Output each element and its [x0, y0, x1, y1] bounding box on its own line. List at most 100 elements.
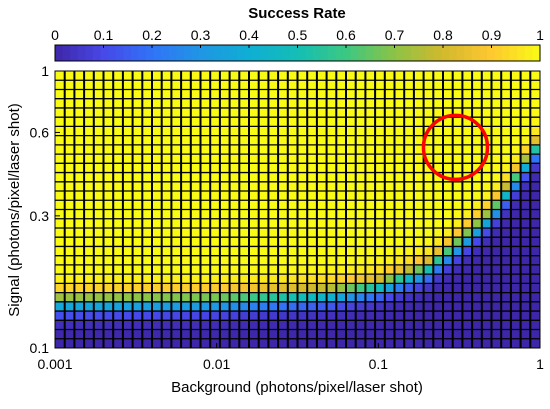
colorbar-segment: [380, 45, 390, 61]
heatmap-cell: [229, 283, 240, 293]
heatmap-cell: [384, 191, 395, 201]
heatmap-cell: [181, 172, 192, 183]
heatmap-cell: [510, 218, 521, 229]
colorbar-segment: [252, 45, 261, 61]
heatmap-cell: [365, 311, 376, 321]
heatmap-cell: [297, 154, 308, 164]
heatmap-cell: [181, 209, 192, 220]
heatmap-cell: [229, 246, 240, 257]
colorbar-segment: [85, 45, 94, 61]
heatmap-cell: [462, 283, 473, 293]
heatmap-cell: [103, 311, 114, 321]
heatmap-cell: [297, 98, 308, 109]
heatmap-cell: [384, 283, 395, 293]
heatmap-cell: [355, 237, 366, 247]
heatmap-cell: [258, 98, 269, 109]
heatmap-cell: [365, 227, 376, 238]
heatmap-cell: [510, 135, 521, 146]
heatmap-cell: [384, 218, 395, 229]
heatmap-cell: [481, 237, 492, 247]
heatmap-cell: [336, 301, 347, 312]
colorbar-segment: [70, 45, 79, 61]
heatmap-cell: [462, 163, 473, 173]
heatmap-cell: [384, 320, 395, 330]
heatmap-cell: [190, 107, 201, 118]
heatmap-cell: [113, 154, 124, 164]
colorbar-segment: [153, 45, 162, 61]
heatmap-cell: [113, 227, 124, 238]
heatmap-cell: [404, 117, 415, 127]
heatmap-cell: [132, 227, 143, 238]
heatmap-cell: [74, 163, 85, 173]
heatmap-cell: [161, 126, 172, 137]
heatmap-cell: [384, 154, 395, 164]
heatmap-cell: [74, 246, 85, 257]
heatmap-cell: [510, 117, 521, 127]
heatmap-cell: [239, 274, 250, 284]
heatmap-cell: [462, 274, 473, 284]
heatmap-cell: [132, 126, 143, 137]
heatmap-cell: [423, 237, 434, 247]
colorbar-segment: [403, 45, 412, 61]
heatmap-cell: [229, 163, 240, 173]
heatmap-cell: [510, 163, 521, 173]
heatmap-cell: [210, 181, 221, 192]
heatmap-cell: [462, 200, 473, 210]
heatmap-cell: [122, 218, 133, 229]
heatmap-cell: [249, 89, 260, 100]
heatmap-cell: [122, 320, 133, 330]
heatmap-cell: [472, 71, 483, 81]
heatmap-cell: [113, 163, 124, 173]
heatmap-cell: [530, 209, 541, 220]
heatmap-cell: [181, 200, 192, 210]
heatmap-cell: [481, 191, 492, 201]
heatmap-cell: [384, 107, 395, 118]
heatmap-cell: [249, 172, 260, 183]
heatmap-cell: [404, 311, 415, 321]
heatmap-cell: [423, 117, 434, 127]
heatmap-cell: [346, 209, 357, 220]
heatmap-cell: [375, 181, 386, 192]
heatmap-cell: [336, 107, 347, 118]
heatmap-cell: [84, 163, 95, 173]
heatmap-cell: [287, 264, 298, 275]
heatmap-cell: [239, 237, 250, 247]
colorbar-segment: [335, 45, 344, 61]
heatmap-cell: [394, 98, 405, 109]
heatmap-cell: [404, 292, 415, 303]
heatmap-cell: [326, 154, 337, 164]
heatmap-cell: [249, 292, 260, 303]
heatmap-cell: [122, 246, 133, 257]
heatmap-cell: [365, 107, 376, 118]
heatmap-cell: [433, 144, 444, 155]
heatmap-cell: [413, 255, 424, 266]
heatmap-cell: [64, 98, 75, 109]
heatmap-cell: [355, 200, 366, 210]
heatmap-cell: [510, 338, 521, 349]
heatmap-cell: [355, 163, 366, 173]
heatmap-cell: [307, 89, 318, 100]
colorbar-segment: [161, 45, 170, 61]
heatmap-cell: [462, 301, 473, 312]
heatmap-cell: [278, 126, 289, 137]
heatmap-cell: [55, 218, 66, 229]
heatmap-cell: [472, 329, 483, 340]
heatmap-cell: [152, 218, 163, 229]
heatmap-cell: [142, 311, 153, 321]
heatmap-cell: [200, 107, 211, 118]
heatmap-cell: [239, 107, 250, 118]
heatmap-cell: [384, 246, 395, 257]
heatmap-cell: [375, 117, 386, 127]
heatmap-cell: [258, 200, 269, 210]
heatmap-cell: [491, 80, 502, 90]
heatmap-cell: [219, 107, 230, 118]
heatmap-cell: [413, 320, 424, 330]
heatmap-cell: [219, 311, 230, 321]
heatmap-cell: [122, 301, 133, 312]
heatmap-cell: [190, 320, 201, 330]
heatmap-cell: [171, 80, 182, 90]
heatmap-cell: [316, 71, 327, 81]
heatmap-cell: [152, 255, 163, 266]
heatmap-cell: [152, 181, 163, 192]
heatmap-cell: [307, 71, 318, 81]
